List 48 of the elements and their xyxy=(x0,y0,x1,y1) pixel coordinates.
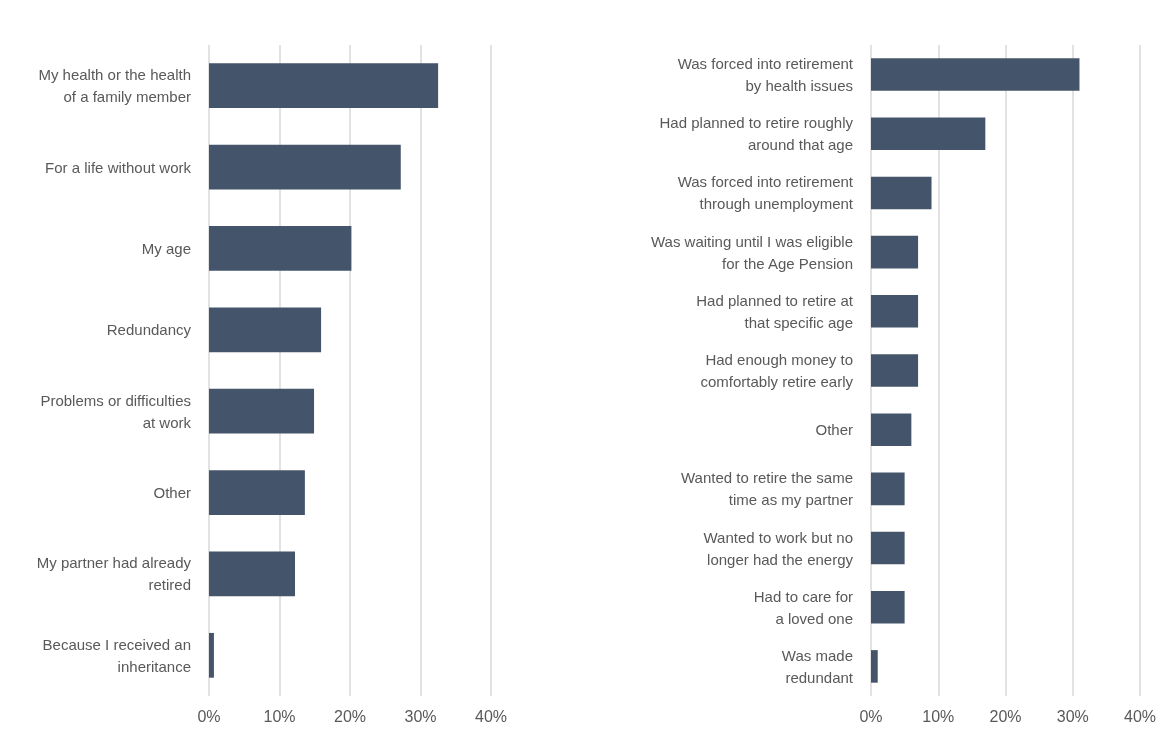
bar xyxy=(209,63,439,109)
x-tick-label: 40% xyxy=(474,707,508,725)
bar xyxy=(871,295,919,328)
x-tick-label: 30% xyxy=(404,707,437,725)
y-tick-label: Other xyxy=(815,421,853,439)
y-tick-label: Wanted to retire the same time as my partner xyxy=(680,469,853,509)
x-tick-label: 40% xyxy=(1123,707,1157,725)
bar xyxy=(871,472,905,506)
x-tick-label: 30% xyxy=(1056,707,1089,725)
bar xyxy=(209,632,214,678)
bar xyxy=(871,413,912,446)
bar xyxy=(871,176,932,210)
y-tick-label: Was made redundant xyxy=(781,646,854,686)
bar xyxy=(871,354,919,387)
y-tick-label: For a life without work xyxy=(45,158,192,176)
y-tick-label: Other xyxy=(153,484,191,502)
y-tick-label: Redundancy xyxy=(106,321,192,339)
bar xyxy=(209,388,315,434)
y-tick-label: Was waiting until I was eligible for the Age Pension xyxy=(650,232,853,272)
y-tick-label: Problems or difficulties at work xyxy=(40,391,192,431)
y-tick-label: My health or the health of a family member xyxy=(38,66,191,106)
x-tick-label: 10% xyxy=(922,707,955,725)
x-tick-label: 0% xyxy=(859,707,883,725)
bar xyxy=(871,590,905,624)
x-tick-label: 20% xyxy=(989,707,1022,725)
y-tick-label: Wanted to work but no longer had the energy xyxy=(703,528,854,568)
x-tick-label: 0% xyxy=(197,707,221,725)
bar xyxy=(871,58,1080,91)
bar xyxy=(871,117,986,151)
bar xyxy=(209,307,322,353)
y-tick-label: Because I received an inheritance xyxy=(42,635,191,675)
bar xyxy=(209,144,401,190)
y-tick-label: Was forced into retirement through unemployment xyxy=(677,173,854,213)
bar xyxy=(871,650,878,683)
y-tick-label: My age xyxy=(141,239,191,257)
x-tick-label: 10% xyxy=(263,707,296,725)
y-tick-label: Had planned to retire at that specific age xyxy=(696,291,854,331)
bar xyxy=(871,235,919,269)
bar xyxy=(209,470,305,515)
y-tick-label: Was forced into retirement by health issues xyxy=(677,55,854,95)
bar xyxy=(209,226,352,271)
bar xyxy=(871,531,905,565)
y-tick-label: Had to care for a loved one xyxy=(753,587,853,627)
y-tick-label: Had enough money to comfortably retire early xyxy=(700,351,854,390)
y-tick-label: Had planned to retire roughly around that age xyxy=(659,114,854,154)
y-tick-label: My partner had already retired xyxy=(36,554,192,594)
bar xyxy=(209,551,296,597)
x-tick-label: 20% xyxy=(333,707,367,725)
